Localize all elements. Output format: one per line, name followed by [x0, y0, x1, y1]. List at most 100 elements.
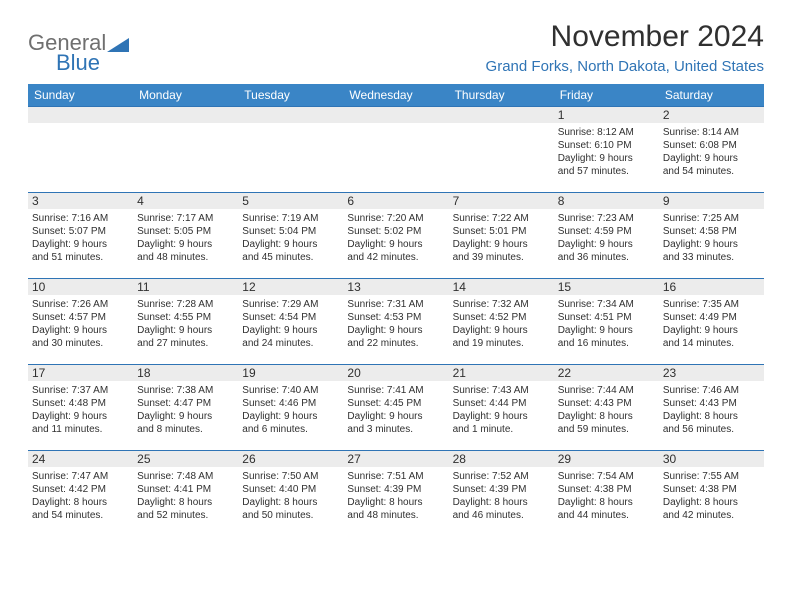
daylight-text-2: and 1 minute.	[453, 423, 550, 436]
daylight-text-1: Daylight: 9 hours	[663, 238, 760, 251]
sunrise-text: Sunrise: 7:48 AM	[137, 470, 234, 483]
day-details: Sunrise: 7:20 AMSunset: 5:02 PMDaylight:…	[343, 209, 448, 268]
day-details: Sunrise: 7:44 AMSunset: 4:43 PMDaylight:…	[554, 381, 659, 440]
daylight-text-2: and 3 minutes.	[347, 423, 444, 436]
sunrise-text: Sunrise: 7:16 AM	[32, 212, 129, 225]
day-number: 17	[28, 365, 133, 381]
calendar-day-cell: 12Sunrise: 7:29 AMSunset: 4:54 PMDayligh…	[238, 279, 343, 365]
daylight-text-2: and 33 minutes.	[663, 251, 760, 264]
daylight-text-2: and 19 minutes.	[453, 337, 550, 350]
sunrise-text: Sunrise: 8:14 AM	[663, 126, 760, 139]
daylight-text-2: and 57 minutes.	[558, 165, 655, 178]
calendar-day-cell: 2Sunrise: 8:14 AMSunset: 6:08 PMDaylight…	[659, 107, 764, 193]
day-details: Sunrise: 7:50 AMSunset: 4:40 PMDaylight:…	[238, 467, 343, 526]
sunset-text: Sunset: 5:07 PM	[32, 225, 129, 238]
calendar-day-cell: 30Sunrise: 7:55 AMSunset: 4:38 PMDayligh…	[659, 451, 764, 537]
sunset-text: Sunset: 4:58 PM	[663, 225, 760, 238]
daylight-text-1: Daylight: 9 hours	[453, 410, 550, 423]
daylight-text-2: and 42 minutes.	[663, 509, 760, 522]
logo: GeneralBlue	[28, 20, 129, 76]
daylight-text-1: Daylight: 8 hours	[453, 496, 550, 509]
daylight-text-1: Daylight: 9 hours	[663, 324, 760, 337]
sunset-text: Sunset: 4:57 PM	[32, 311, 129, 324]
daylight-text-2: and 54 minutes.	[663, 165, 760, 178]
daylight-text-1: Daylight: 8 hours	[558, 496, 655, 509]
daylight-text-2: and 59 minutes.	[558, 423, 655, 436]
sunset-text: Sunset: 4:55 PM	[137, 311, 234, 324]
sunset-text: Sunset: 5:04 PM	[242, 225, 339, 238]
calendar-day-cell: 20Sunrise: 7:41 AMSunset: 4:45 PMDayligh…	[343, 365, 448, 451]
day-number: 24	[28, 451, 133, 467]
calendar-day-cell: 23Sunrise: 7:46 AMSunset: 4:43 PMDayligh…	[659, 365, 764, 451]
sunset-text: Sunset: 4:59 PM	[558, 225, 655, 238]
day-number: 27	[343, 451, 448, 467]
day-details: Sunrise: 7:16 AMSunset: 5:07 PMDaylight:…	[28, 209, 133, 268]
sunset-text: Sunset: 4:41 PM	[137, 483, 234, 496]
daylight-text-1: Daylight: 8 hours	[137, 496, 234, 509]
calendar-week-row: 17Sunrise: 7:37 AMSunset: 4:48 PMDayligh…	[28, 365, 764, 451]
daylight-text-2: and 44 minutes.	[558, 509, 655, 522]
daylight-text-1: Daylight: 8 hours	[242, 496, 339, 509]
daylight-text-2: and 45 minutes.	[242, 251, 339, 264]
day-details: Sunrise: 7:25 AMSunset: 4:58 PMDaylight:…	[659, 209, 764, 268]
daylight-text-2: and 51 minutes.	[32, 251, 129, 264]
sunrise-text: Sunrise: 7:37 AM	[32, 384, 129, 397]
daylight-text-1: Daylight: 9 hours	[137, 238, 234, 251]
day-details: Sunrise: 7:40 AMSunset: 4:46 PMDaylight:…	[238, 381, 343, 440]
calendar-day-cell: 24Sunrise: 7:47 AMSunset: 4:42 PMDayligh…	[28, 451, 133, 537]
daylight-text-1: Daylight: 9 hours	[558, 238, 655, 251]
calendar-week-row: 10Sunrise: 7:26 AMSunset: 4:57 PMDayligh…	[28, 279, 764, 365]
calendar-day-cell: 25 Sunrise: 7:48 AMSunset: 4:41 PMDayligh…	[133, 451, 238, 537]
day-number	[28, 107, 133, 123]
sunrise-text: Sunrise: 7:20 AM	[347, 212, 444, 225]
calendar-day-cell: 9Sunrise: 7:25 AMSunset: 4:58 PMDaylight…	[659, 193, 764, 279]
day-details: Sunrise: 7:37 AMSunset: 4:48 PMDaylight:…	[28, 381, 133, 440]
day-details: Sunrise: 7:35 AMSunset: 4:49 PMDaylight:…	[659, 295, 764, 354]
daylight-text-2: and 36 minutes.	[558, 251, 655, 264]
daylight-text-1: Daylight: 9 hours	[242, 324, 339, 337]
daylight-text-2: and 50 minutes.	[242, 509, 339, 522]
daylight-text-1: Daylight: 9 hours	[242, 410, 339, 423]
sunrise-text: Sunrise: 7:22 AM	[453, 212, 550, 225]
day-number: 5	[238, 193, 343, 209]
sunrise-text: Sunrise: 7:34 AM	[558, 298, 655, 311]
daylight-text-2: and 54 minutes.	[32, 509, 129, 522]
day-details: Sunrise: 7:47 AMSunset: 4:42 PMDaylight:…	[28, 467, 133, 526]
day-header: Friday	[554, 84, 659, 107]
daylight-text-1: Daylight: 8 hours	[347, 496, 444, 509]
day-details: Sunrise: 7:38 AMSunset: 4:47 PMDaylight:…	[133, 381, 238, 440]
sunrise-text: Sunrise: 7:32 AM	[453, 298, 550, 311]
calendar-day-cell: 8Sunrise: 7:23 AMSunset: 4:59 PMDaylight…	[554, 193, 659, 279]
daylight-text-2: and 46 minutes.	[453, 509, 550, 522]
day-number: 25	[133, 451, 238, 467]
calendar-day-cell: 21Sunrise: 7:43 AMSunset: 4:44 PMDayligh…	[449, 365, 554, 451]
location-label: Grand Forks, North Dakota, United States	[486, 58, 764, 75]
day-details: Sunrise: 7:54 AMSunset: 4:38 PMDaylight:…	[554, 467, 659, 526]
day-number: 19	[238, 365, 343, 381]
daylight-text-1: Daylight: 9 hours	[453, 238, 550, 251]
calendar-day-cell: 11Sunrise: 7:28 AMSunset: 4:55 PMDayligh…	[133, 279, 238, 365]
daylight-text-1: Daylight: 9 hours	[558, 152, 655, 165]
sunset-text: Sunset: 5:05 PM	[137, 225, 234, 238]
calendar-day-cell: 22Sunrise: 7:44 AMSunset: 4:43 PMDayligh…	[554, 365, 659, 451]
daylight-text-2: and 52 minutes.	[137, 509, 234, 522]
day-number: 23	[659, 365, 764, 381]
daylight-text-1: Daylight: 9 hours	[558, 324, 655, 337]
calendar-day-cell: 14Sunrise: 7:32 AMSunset: 4:52 PMDayligh…	[449, 279, 554, 365]
sunset-text: Sunset: 4:39 PM	[347, 483, 444, 496]
calendar-day-cell	[343, 107, 448, 193]
day-number: 3	[28, 193, 133, 209]
sunset-text: Sunset: 4:39 PM	[453, 483, 550, 496]
sunset-text: Sunset: 4:46 PM	[242, 397, 339, 410]
daylight-text-2: and 56 minutes.	[663, 423, 760, 436]
sunset-text: Sunset: 4:51 PM	[558, 311, 655, 324]
calendar-day-cell: 10Sunrise: 7:26 AMSunset: 4:57 PMDayligh…	[28, 279, 133, 365]
day-number: 6	[343, 193, 448, 209]
day-header-row: Sunday Monday Tuesday Wednesday Thursday…	[28, 84, 764, 107]
day-number: 14	[449, 279, 554, 295]
logo-text-blue: Blue	[56, 50, 129, 76]
day-number: 2	[659, 107, 764, 123]
day-details: Sunrise: 7:26 AMSunset: 4:57 PMDaylight:…	[28, 295, 133, 354]
sunrise-text: Sunrise: 7:55 AM	[663, 470, 760, 483]
daylight-text-1: Daylight: 9 hours	[137, 324, 234, 337]
